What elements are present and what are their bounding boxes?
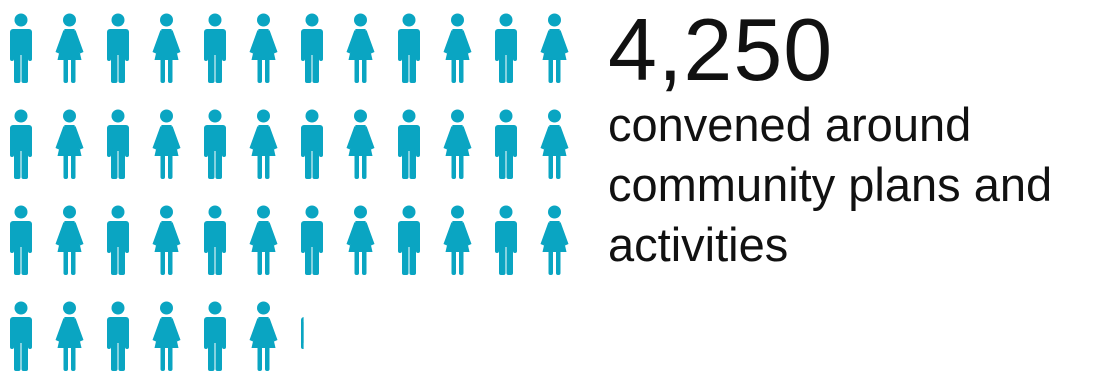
stat-description: convened around community plans and acti… [608,95,1103,275]
woman-icon [153,302,181,372]
woman-icon [56,206,84,276]
stat-value: 4,250 [608,2,833,98]
woman-icon [250,206,278,276]
man-icon [398,206,420,276]
man-icon [107,206,129,276]
woman-icon [444,206,472,276]
man-icon [10,110,32,180]
man-icon [204,302,226,372]
woman-icon [56,14,84,84]
man-icon [107,302,129,372]
man-icon [495,110,517,180]
woman-icon [541,206,569,276]
woman-icon [153,14,181,84]
man-icon [301,110,323,180]
woman-icon [347,206,375,276]
man-icon [10,14,32,84]
woman-icon [444,14,472,84]
man-icon [495,14,517,84]
man-icon [398,14,420,84]
man-icon [10,206,32,276]
woman-icon [56,302,84,372]
man-icon [204,206,226,276]
man-icon [107,110,129,180]
man-icon [301,14,323,84]
woman-icon [444,110,472,180]
man-icon [107,14,129,84]
woman-icon [56,110,84,180]
woman-icon [347,14,375,84]
woman-icon [541,110,569,180]
man-icon [301,206,323,276]
man-icon [10,302,32,372]
woman-icon [347,110,375,180]
man-icon [204,14,226,84]
people-pictogram [0,0,580,374]
man-icon [495,206,517,276]
woman-icon [153,206,181,276]
man-icon [398,110,420,180]
woman-icon [153,110,181,180]
woman-icon [250,110,278,180]
woman-icon [541,14,569,84]
woman-icon [250,14,278,84]
man-icon [204,110,226,180]
woman-icon [250,302,278,372]
man-icon [301,302,323,372]
